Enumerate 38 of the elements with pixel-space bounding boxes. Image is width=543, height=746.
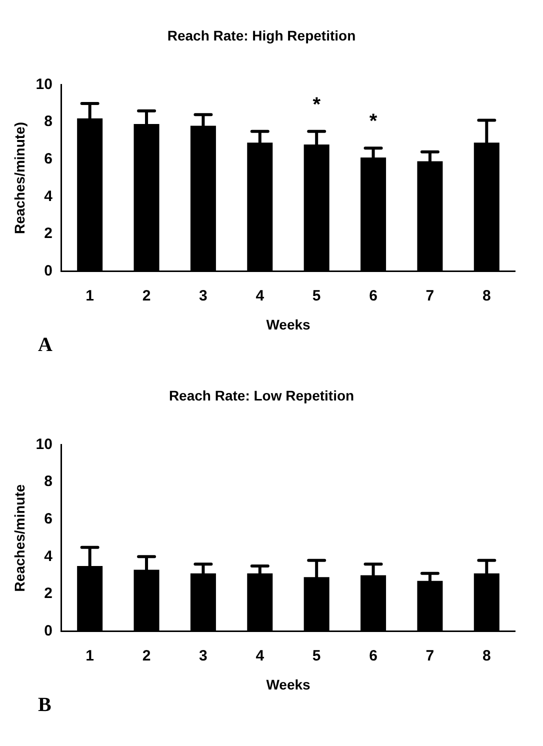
- x-tick-label: 8: [482, 287, 491, 304]
- annotation: *: [369, 110, 378, 133]
- x-tick-label: 8: [482, 647, 491, 664]
- x-tick-label: 2: [142, 287, 151, 304]
- x-tick-label: 1: [86, 287, 94, 304]
- x-tick-label: 3: [199, 287, 208, 304]
- x-tick-label: 6: [369, 287, 378, 304]
- x-axis-title: Weeks: [266, 316, 311, 332]
- y-tick-label: 10: [36, 436, 52, 453]
- x-tick-label: 6: [369, 647, 378, 664]
- y-tick-label: 8: [44, 473, 52, 490]
- x-tick-label: 1: [86, 647, 94, 664]
- x-tick-label: 4: [256, 287, 265, 304]
- x-tick-label: 5: [312, 287, 321, 304]
- y-tick-label: 2: [44, 225, 52, 242]
- annotation: *: [312, 94, 321, 116]
- chart-title: Reach Rate: Low Repetition: [168, 387, 354, 404]
- y-tick-label: 6: [44, 510, 52, 528]
- y-axis-title: Reaches/minute): [11, 122, 28, 234]
- x-tick-label: 7: [426, 647, 434, 664]
- y-tick-label: 8: [44, 113, 52, 130]
- y-axis-title: Reaches/minute: [11, 484, 28, 592]
- chart-title: Reach Rate: High Repetition: [167, 27, 356, 44]
- y-tick-label: 0: [44, 262, 52, 280]
- x-tick-label: 3: [199, 647, 208, 664]
- x-tick-label: 5: [312, 647, 321, 664]
- x-axis-title: Weeks: [266, 676, 311, 692]
- y-tick-label: 10: [36, 76, 52, 93]
- y-tick-label: 6: [44, 150, 52, 168]
- text: A: [38, 334, 52, 357]
- x-tick-label: 7: [426, 287, 434, 304]
- y-tick-label: 4: [44, 548, 54, 565]
- x-tick-label: 2: [142, 647, 151, 664]
- y-tick-label: 0: [44, 622, 52, 640]
- y-tick-label: 2: [44, 585, 52, 602]
- text: B: [38, 694, 52, 717]
- x-tick-label: 4: [256, 647, 265, 664]
- y-tick-label: 4: [44, 188, 54, 205]
